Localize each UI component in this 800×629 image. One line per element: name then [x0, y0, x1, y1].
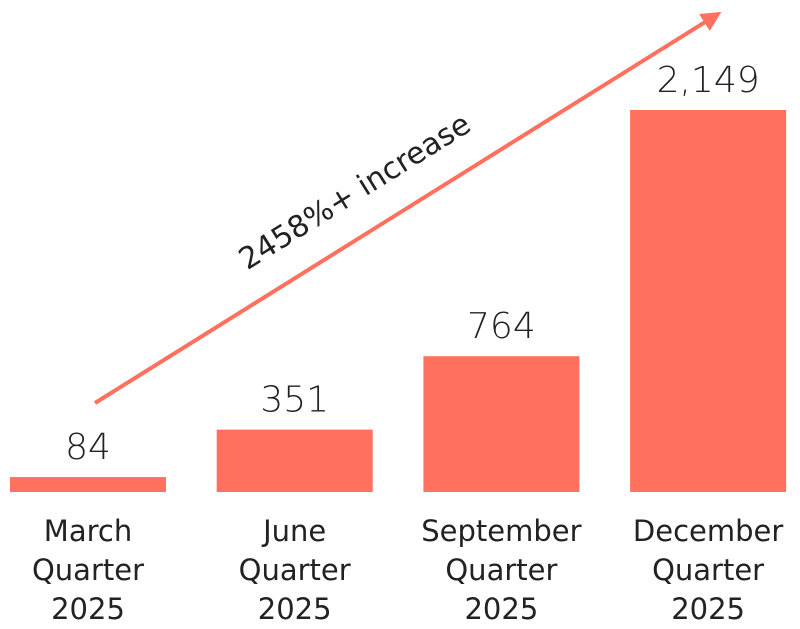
annotation: 2458%+ increase — [233, 107, 477, 278]
trend-arrow — [93, 11, 722, 405]
value-label: 351 — [260, 380, 329, 421]
category-label: June Quarter 2025 — [238, 514, 351, 626]
category-label: December Quarter 2025 — [632, 514, 784, 626]
category-label: September Quarter 2025 — [421, 514, 582, 626]
bar — [10, 477, 166, 492]
value-label: 764 — [467, 306, 536, 347]
value-label: 2,149 — [657, 60, 760, 101]
bar — [216, 429, 373, 492]
value-label: 84 — [65, 427, 111, 468]
bar — [423, 356, 580, 492]
bar — [630, 110, 787, 492]
category-label: March Quarter 2025 — [31, 514, 145, 626]
